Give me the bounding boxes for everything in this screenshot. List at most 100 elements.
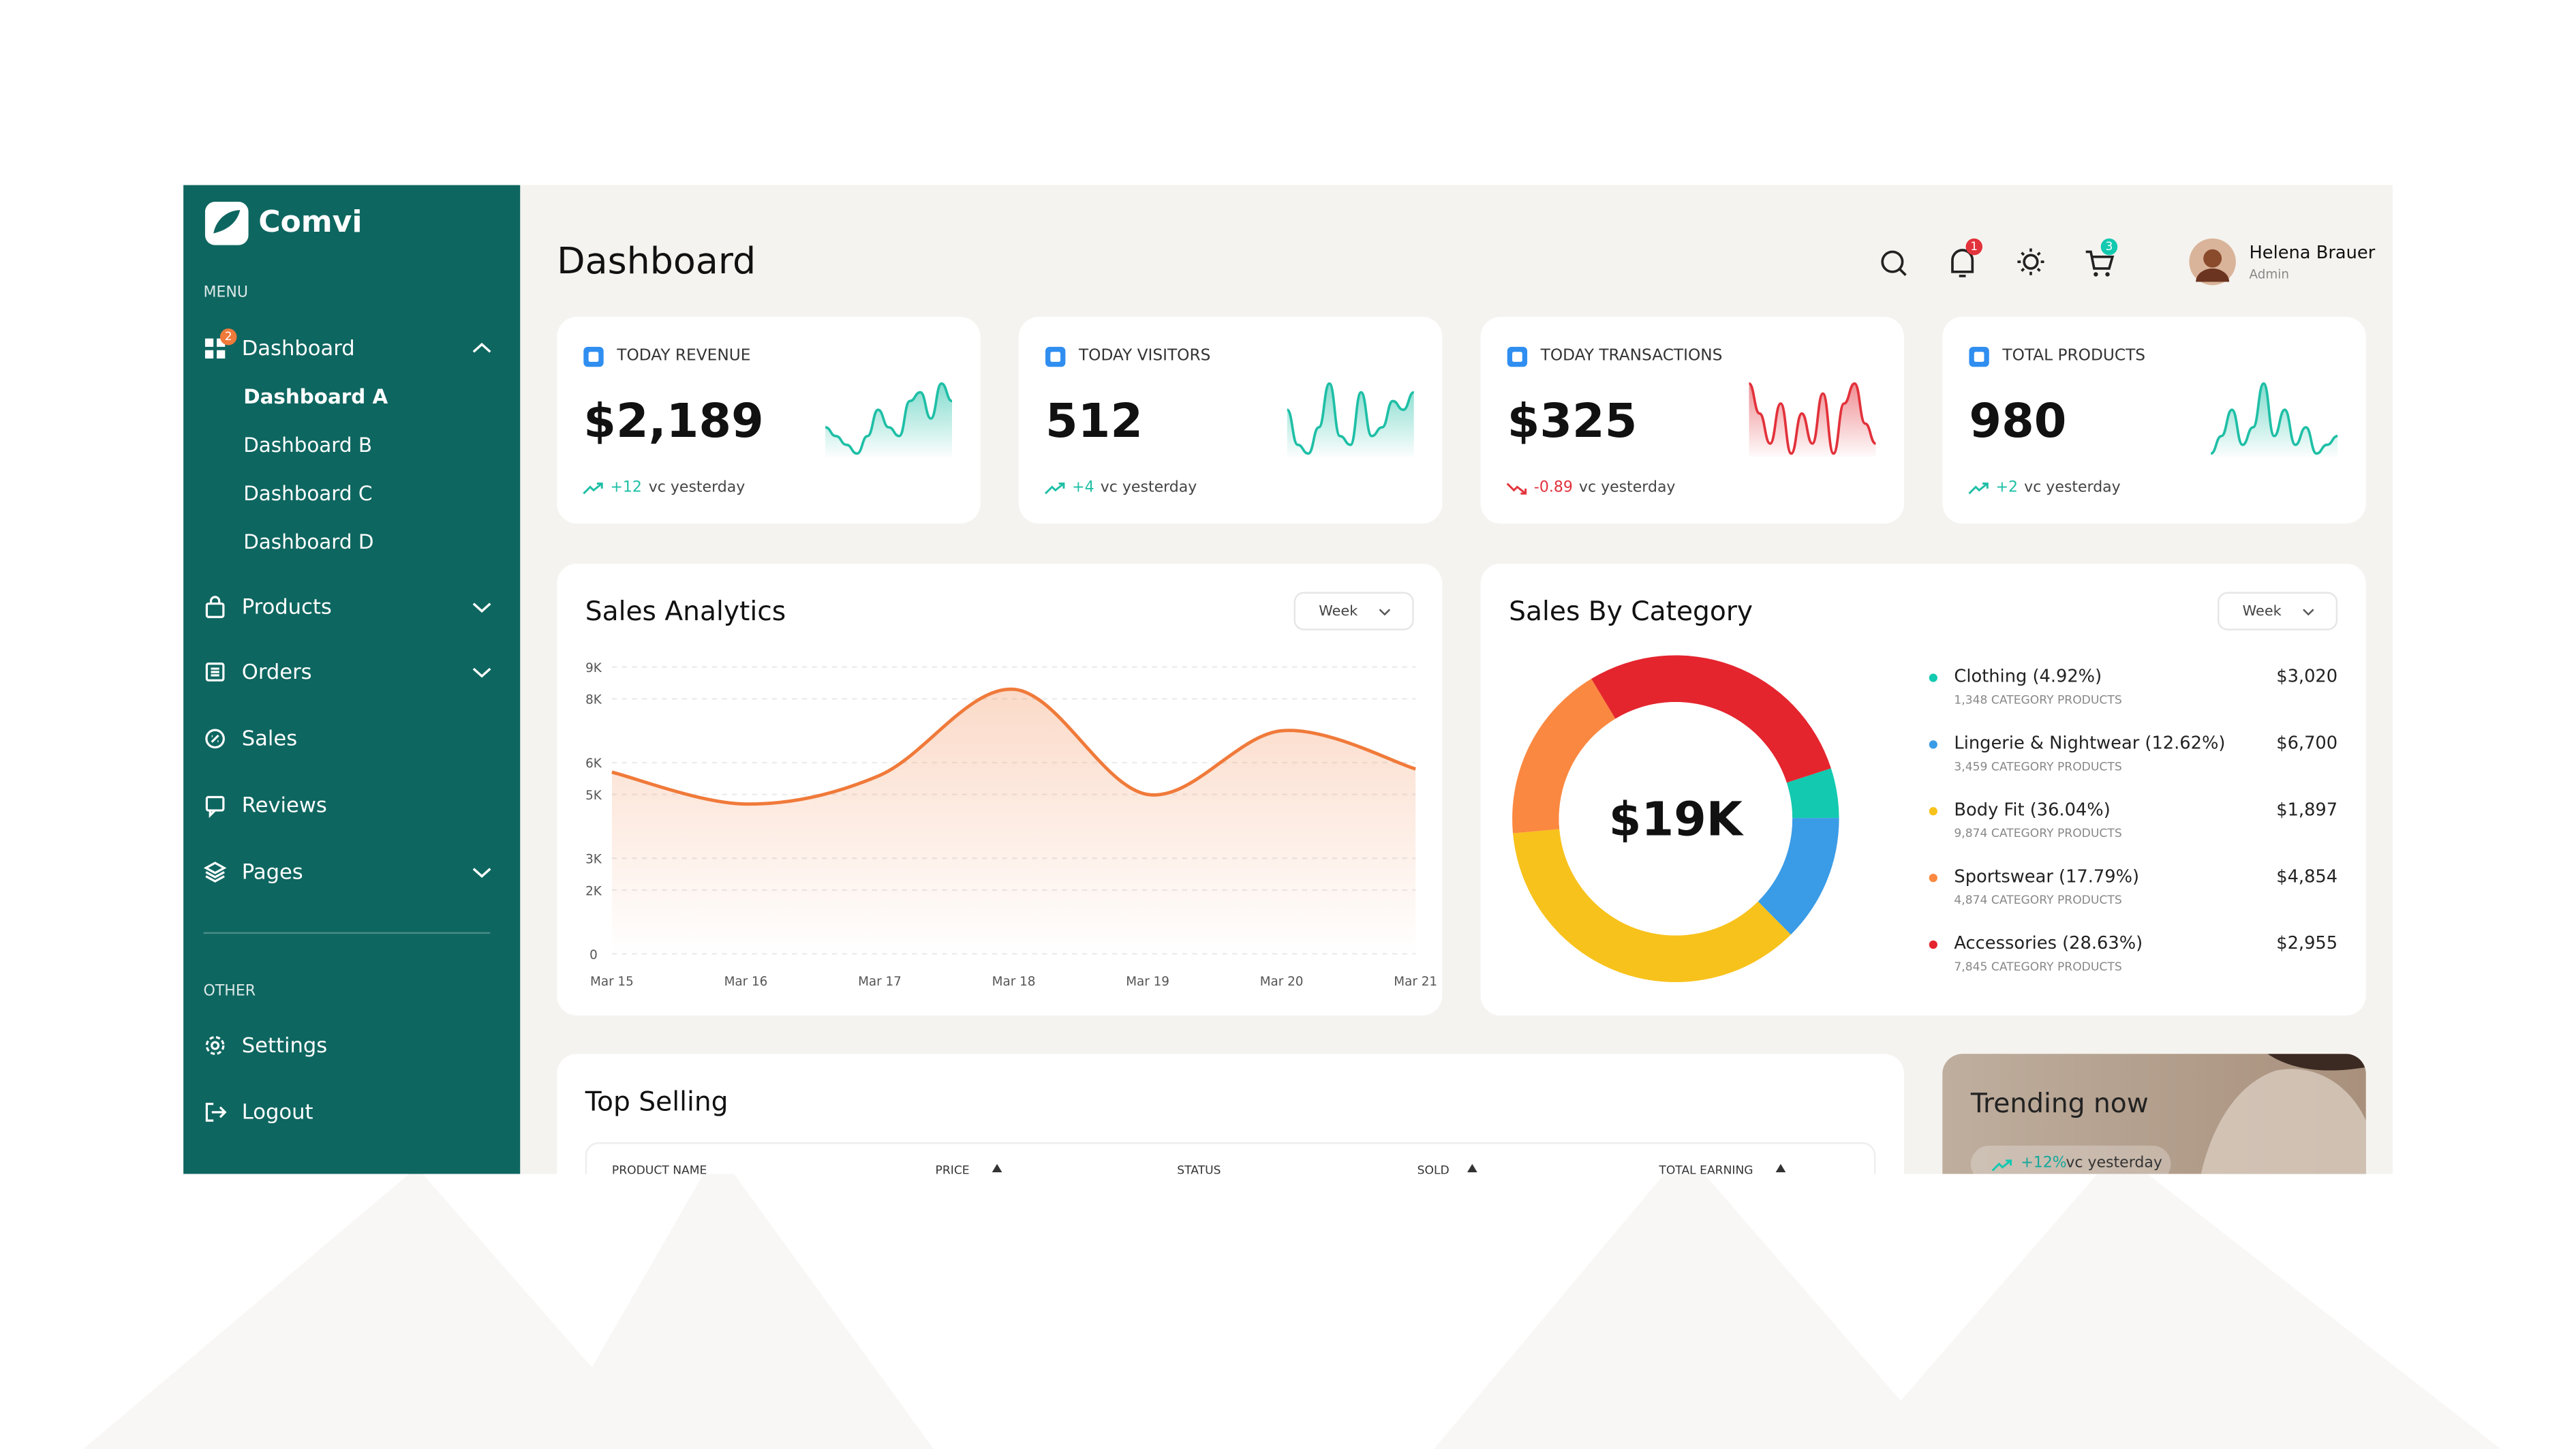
sort-icon [1775, 1163, 1786, 1172]
menu-icon [205, 596, 225, 618]
legend-label: Sportswear (17.79%) [1954, 867, 2140, 887]
stat-card: TOTAL PRODUCTS 980 +2 vc yesterday [1942, 316, 2366, 524]
stat-card: TODAY VISITORS 512 +4 vc yesterday [1018, 316, 1443, 524]
chevron[interactable] [472, 603, 491, 613]
menu-item[interactable]: Settings [241, 1032, 328, 1058]
sparkline-line [2210, 382, 2338, 455]
trend-icon [583, 483, 603, 495]
bell-icon[interactable] [1951, 249, 1974, 277]
submenu-item[interactable]: Dashboard B [243, 433, 372, 457]
other-heading: OTHER [203, 983, 256, 1001]
chevron [1379, 609, 1391, 616]
avatar-face [2203, 249, 2222, 268]
x-tick-label: Mar 20 [1260, 975, 1304, 989]
stat-value: 980 [1969, 393, 2067, 449]
stat-icon [1969, 346, 1989, 367]
legend-label: Body Fit (36.04%) [1954, 800, 2111, 821]
stat-icon-glyph [1974, 352, 1984, 362]
trending-change: +12% [2021, 1155, 2067, 1172]
icon-handle [209, 596, 221, 604]
sparkline-line [1748, 382, 1877, 455]
trend-icon [1044, 483, 1065, 495]
legend-dot [1929, 673, 1937, 682]
submenu-item[interactable]: Dashboard A [243, 385, 388, 409]
y-tick-label: 9K [585, 661, 602, 675]
stat-value: $325 [1507, 393, 1638, 449]
donut-segment [1512, 678, 1616, 834]
legend-label: Lingerie & Nightwear (12.62%) [1954, 733, 2226, 754]
menu-item[interactable]: Orders [241, 658, 312, 684]
cart-wheel [2094, 272, 2098, 277]
legend-products: 3,459 CATEGORY PRODUCTS [1954, 760, 2122, 774]
sort-arrow[interactable] [1467, 1163, 1477, 1172]
y-tick-label: 5K [585, 789, 602, 803]
sales-line [611, 687, 1416, 806]
trending-title: Trending now [1970, 1087, 2149, 1119]
period-select[interactable]: Week [1293, 592, 1414, 630]
legend-label: Accessories (28.63%) [1954, 934, 2143, 954]
mountain [83, 1150, 934, 1449]
icon-logout [205, 1103, 227, 1122]
menu-item[interactable]: Pages [241, 858, 303, 884]
donut-total: $19K [1609, 793, 1745, 847]
trending-change-text: vc yesterday [2066, 1155, 2162, 1172]
submenu-item[interactable]: Dashboard C [243, 482, 373, 506]
menu-icon [205, 729, 225, 749]
menu-item[interactable]: Logout [241, 1099, 313, 1125]
sidebar: Comvi MENU Dashboard 2 Dashboard A Dashboard … [183, 185, 521, 1174]
cart-badge: 3 [2100, 238, 2118, 256]
trend-arrow [583, 483, 603, 495]
page-title: Dashboard [557, 241, 756, 284]
avatar-body [2196, 268, 2230, 282]
sales-category-card: Sales By Category Week $19K Clothing (4.92%… [1480, 563, 2366, 1016]
y-tick-label: 0 [589, 948, 598, 962]
logo-leaf [213, 210, 241, 234]
legend-products: 7,845 CATEGORY PRODUCTS [1954, 960, 2122, 974]
cart-wheel [2105, 272, 2110, 277]
person-silhouette [2201, 1069, 2366, 1174]
user-role: Admin [2249, 266, 2289, 282]
stat-change: +4 [1072, 480, 1094, 498]
legend-products: 4,874 CATEGORY PRODUCTS [1954, 894, 2122, 907]
header-icons [1881, 248, 2115, 277]
menu-icon [203, 861, 227, 883]
legend-amount: $4,854 [2276, 867, 2338, 887]
menu-badge: 2 [219, 328, 237, 346]
x-tick-label: Mar 19 [1126, 975, 1169, 989]
stat-change-text: vc yesterday [1100, 480, 1197, 498]
menu-item[interactable]: Dashboard [241, 335, 355, 361]
trend-icon [1991, 1159, 2012, 1172]
menu-icon [205, 662, 225, 682]
chevron [2303, 609, 2314, 616]
sales-chart: 0 2K 3K 5K 6K 8K 9K Mar 15 Mar 16 Mar 17 Mar 18 Mar… [585, 661, 1437, 989]
cart-icon[interactable] [2085, 250, 2115, 270]
stat-icon [1045, 346, 1066, 367]
avatar [2189, 238, 2236, 286]
menu-item[interactable]: Reviews [241, 792, 327, 817]
sort-arrow[interactable] [992, 1163, 1002, 1172]
menu-icon [204, 338, 226, 359]
chevron[interactable] [472, 868, 491, 878]
legend-amount: $1,897 [2276, 800, 2338, 821]
search-icon[interactable] [1881, 250, 1904, 273]
donut-segment [1591, 655, 1831, 783]
sun-icon[interactable] [2023, 254, 2039, 270]
menu-icon [205, 795, 225, 819]
menu-item[interactable]: Products [241, 593, 332, 619]
period-select[interactable]: Week [2217, 592, 2338, 630]
icon-square [204, 338, 214, 347]
legend-dot [1929, 940, 1937, 949]
user-name: Helena Brauer [2249, 243, 2376, 264]
sort-arrow[interactable] [1775, 1163, 1786, 1172]
stat-value: $2,189 [583, 393, 764, 449]
submenu-item[interactable]: Dashboard D [243, 530, 374, 554]
menu-item[interactable]: Sales [241, 725, 298, 750]
trend-arrow [1506, 483, 1527, 495]
chevron[interactable] [472, 667, 491, 678]
sparkline [1748, 382, 1877, 457]
sales-area [611, 689, 1416, 954]
chevron[interactable] [472, 342, 491, 353]
card-title: Sales By Category [1509, 595, 1753, 627]
legend-dot [1929, 874, 1937, 883]
person-hair [2267, 1054, 2366, 1071]
